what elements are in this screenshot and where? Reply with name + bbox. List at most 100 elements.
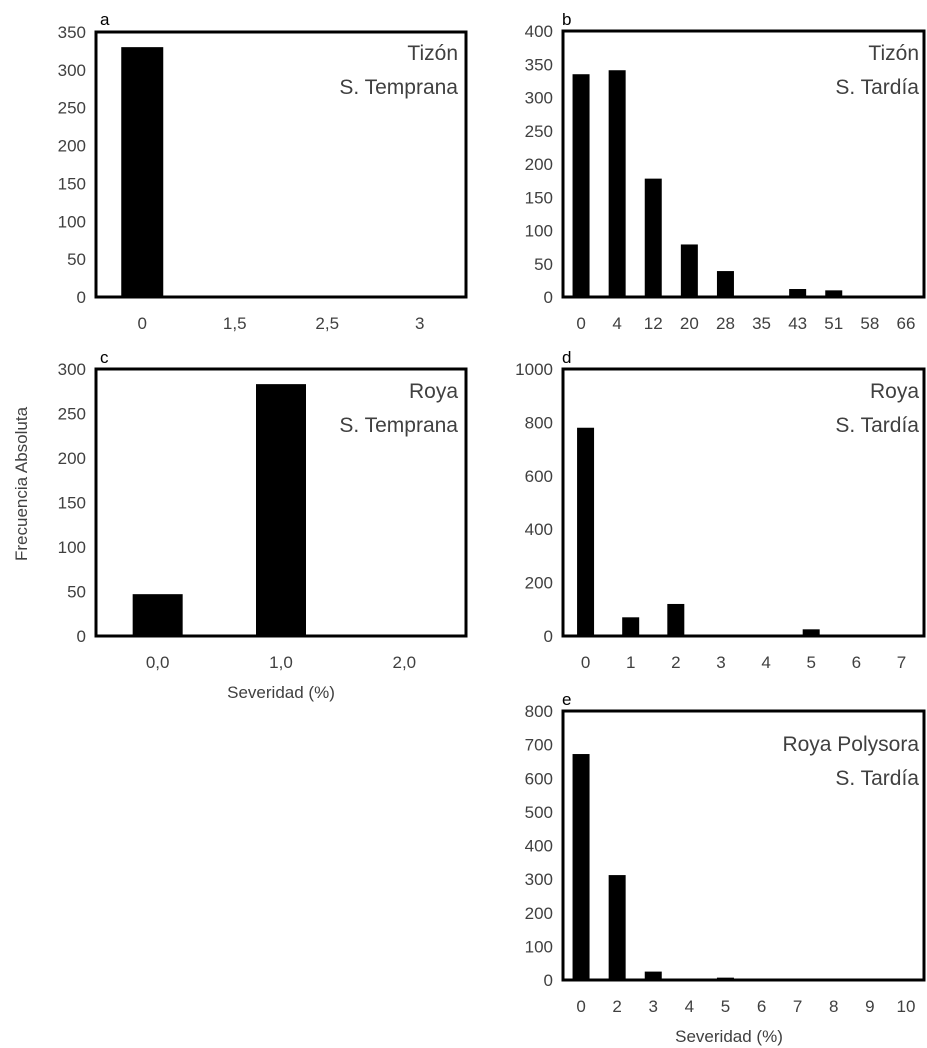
y-tick-label: 350 — [525, 55, 553, 74]
x-tick-label: 3 — [649, 997, 658, 1016]
y-tick-label: 250 — [58, 405, 86, 424]
bar-c-0 — [132, 594, 183, 636]
panel-letter-c: c — [100, 348, 109, 367]
annotation-line-2: S. Tardía — [835, 414, 919, 437]
y-tick-label: 200 — [58, 137, 86, 156]
bar-e-0 — [572, 754, 590, 980]
x-tick-label: 0,0 — [146, 653, 170, 672]
y-tick-label: 150 — [58, 494, 86, 513]
bar-a-0 — [121, 47, 164, 298]
y-tick-label: 50 — [534, 255, 553, 274]
y-tick-label: 350 — [58, 23, 86, 42]
x-tick-label: 1 — [626, 653, 635, 672]
y-tick-label: 300 — [525, 870, 553, 889]
annotation-line-1: Tizón — [407, 42, 458, 65]
annotation-line-2: S. Temprana — [339, 76, 458, 99]
panel-letter-a: a — [100, 10, 110, 29]
bar-b-4 — [716, 271, 734, 297]
x-tick-label: 6 — [852, 653, 861, 672]
y-tick-label: 250 — [58, 99, 86, 118]
y-tick-label: 0 — [544, 288, 553, 307]
y-tick-label: 200 — [525, 155, 553, 174]
y-tick-label: 100 — [525, 222, 553, 241]
x-tick-label: 58 — [860, 314, 879, 333]
x-tick-label: 0 — [576, 314, 585, 333]
bar-b-7 — [825, 290, 843, 297]
bar-b-0 — [572, 74, 590, 297]
panel-letter-b: b — [562, 10, 571, 29]
chart-panel-b: 0 50 100 150 200 250 300 350 400 0 4 12 20 28 35 43 51 58… — [525, 10, 926, 333]
y-tick-label: 0 — [77, 288, 86, 307]
x-tick-label: 0 — [581, 653, 590, 672]
x-tick-label: 28 — [716, 314, 735, 333]
y-tick-label: 300 — [525, 89, 553, 108]
x-tick-label: 7 — [897, 653, 906, 672]
y-tick-label: 0 — [544, 971, 553, 990]
y-tick-label: 150 — [58, 174, 86, 193]
x-tick-label: 2 — [612, 997, 621, 1016]
x-tick-label: 7 — [793, 997, 802, 1016]
y-tick-label: 600 — [525, 467, 553, 486]
bar-e-1 — [608, 875, 626, 980]
shared-y-axis-title: Frecuencia Absoluta — [12, 406, 31, 561]
y-tick-label: 50 — [67, 250, 86, 269]
y-tick-label: 200 — [525, 574, 553, 593]
x-tick-label: 1,0 — [269, 653, 293, 672]
x-tick-label: 9 — [865, 997, 874, 1016]
y-tick-label: 250 — [525, 122, 553, 141]
y-tick-label: 100 — [58, 212, 86, 231]
y-tick-label: 100 — [525, 937, 553, 956]
y-tick-label: 800 — [525, 702, 553, 721]
x-tick-label: 10 — [896, 997, 915, 1016]
x-tick-label: 6 — [757, 997, 766, 1016]
x-tick-label: 20 — [680, 314, 699, 333]
y-tick-label: 200 — [525, 904, 553, 923]
y-tick-label: 0 — [544, 627, 553, 646]
annotation-line-1: Roya — [409, 380, 458, 403]
y-tick-label: 500 — [525, 803, 553, 822]
x-tick-label: 0 — [576, 997, 585, 1016]
y-tick-label: 200 — [58, 449, 86, 468]
annotation-line-1: Tizón — [868, 42, 919, 65]
bar-e-2 — [644, 971, 662, 980]
y-tick-label: 400 — [525, 520, 553, 539]
y-tick-label: 0 — [77, 627, 86, 646]
x-tick-label: 5 — [806, 653, 815, 672]
y-tick-label: 50 — [67, 583, 86, 602]
x-tick-label: 2,5 — [315, 314, 339, 333]
annotation-line-2: S. Tardía — [835, 76, 919, 99]
y-tick-label: 600 — [525, 769, 553, 788]
bar-d-2 — [667, 603, 685, 636]
x-tick-label: 43 — [788, 314, 807, 333]
x-tick-label: 1,5 — [223, 314, 247, 333]
bar-d-5 — [802, 629, 820, 636]
x-tick-label: 5 — [721, 997, 730, 1016]
chart-panel-d: 0 200 400 600 800 1000 0 1 2 3 4 5 6 7 Roya S. Tardía d — [515, 348, 926, 672]
y-tick-label: 400 — [525, 837, 553, 856]
x-axis-title-panel-e: Severidad (%) — [675, 1027, 783, 1046]
plot-frame-c — [94, 367, 468, 638]
bar-b-6 — [789, 289, 807, 297]
plot-frame-d — [561, 367, 926, 638]
panel-letter-e: e — [562, 690, 571, 709]
x-tick-label: 12 — [644, 314, 663, 333]
x-tick-label: 51 — [824, 314, 843, 333]
bar-d-0 — [577, 427, 595, 636]
chart-panel-a: 0 50 100 150 200 250 300 350 0 1,5 2,5 3 Tizón S. Tem… — [58, 10, 468, 333]
plot-frame-a — [94, 30, 468, 299]
plot-frame-e — [561, 709, 926, 982]
bar-d-1 — [622, 617, 640, 636]
annotation-line-2: S. Tardía — [835, 767, 919, 790]
y-tick-label: 150 — [525, 188, 553, 207]
x-tick-label: 66 — [896, 314, 915, 333]
x-axis-title-panel-c: Severidad (%) — [227, 683, 335, 702]
y-tick-label: 300 — [58, 360, 86, 379]
plot-frame-b — [561, 29, 926, 299]
y-tick-label: 1000 — [515, 360, 553, 379]
y-tick-label: 400 — [525, 22, 553, 41]
panel-letter-d: d — [562, 348, 571, 367]
x-tick-label: 0 — [138, 314, 147, 333]
bar-b-1 — [608, 70, 626, 297]
x-tick-label: 3 — [716, 653, 725, 672]
